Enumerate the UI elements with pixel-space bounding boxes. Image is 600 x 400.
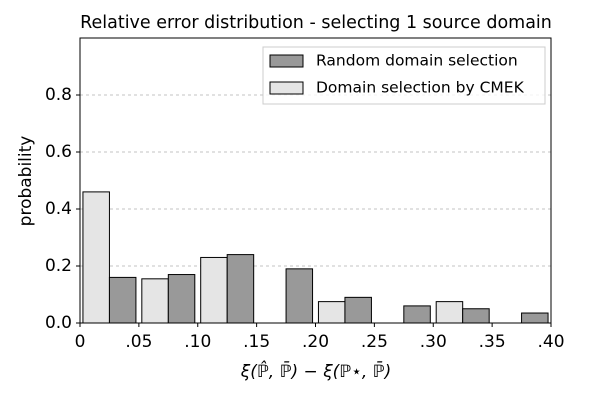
x-tick-label: 0 [75, 332, 86, 352]
bar [344, 296, 372, 324]
x-tick-label: .25 [361, 332, 388, 352]
y-axis-label: probability [16, 136, 36, 227]
y-tick-label: 0.4 [45, 199, 72, 219]
bar [462, 308, 490, 324]
bar [167, 274, 196, 324]
y-tick-label: 0.0 [45, 313, 72, 333]
legend-label: Random domain selection [316, 52, 518, 70]
legend-swatch [269, 81, 304, 95]
x-tick-label: .05 [125, 332, 152, 352]
x-tick-label: .20 [302, 332, 329, 352]
x-tick-label: .15 [243, 332, 270, 352]
legend-label: Domain selection by CMEK [316, 79, 525, 97]
x-tick-label: .35 [479, 332, 506, 352]
bar [226, 254, 255, 324]
bar [200, 256, 228, 324]
legend-swatch [269, 54, 304, 68]
y-tick-label: 0.8 [45, 85, 72, 105]
y-tick-label: 0.6 [45, 142, 72, 162]
bar [403, 305, 431, 324]
x-tick-label: .40 [537, 332, 564, 352]
bar [82, 191, 110, 324]
bar [521, 312, 549, 324]
bar [285, 268, 314, 324]
bar [108, 276, 137, 324]
bar [141, 278, 169, 324]
x-tick-label: .30 [420, 332, 447, 352]
chart-title: Relative error distribution - selecting … [80, 13, 552, 33]
x-tick-label: .10 [184, 332, 211, 352]
y-tick-label: 0.2 [45, 256, 72, 276]
x-axis-label: ξ(ℙ̂, ℙ̄) − ξ(ℙ⋆, ℙ̄) [240, 359, 391, 382]
plot-frame [79, 37, 552, 324]
legend-box [262, 46, 546, 105]
bar [317, 301, 346, 324]
bar [435, 301, 464, 324]
